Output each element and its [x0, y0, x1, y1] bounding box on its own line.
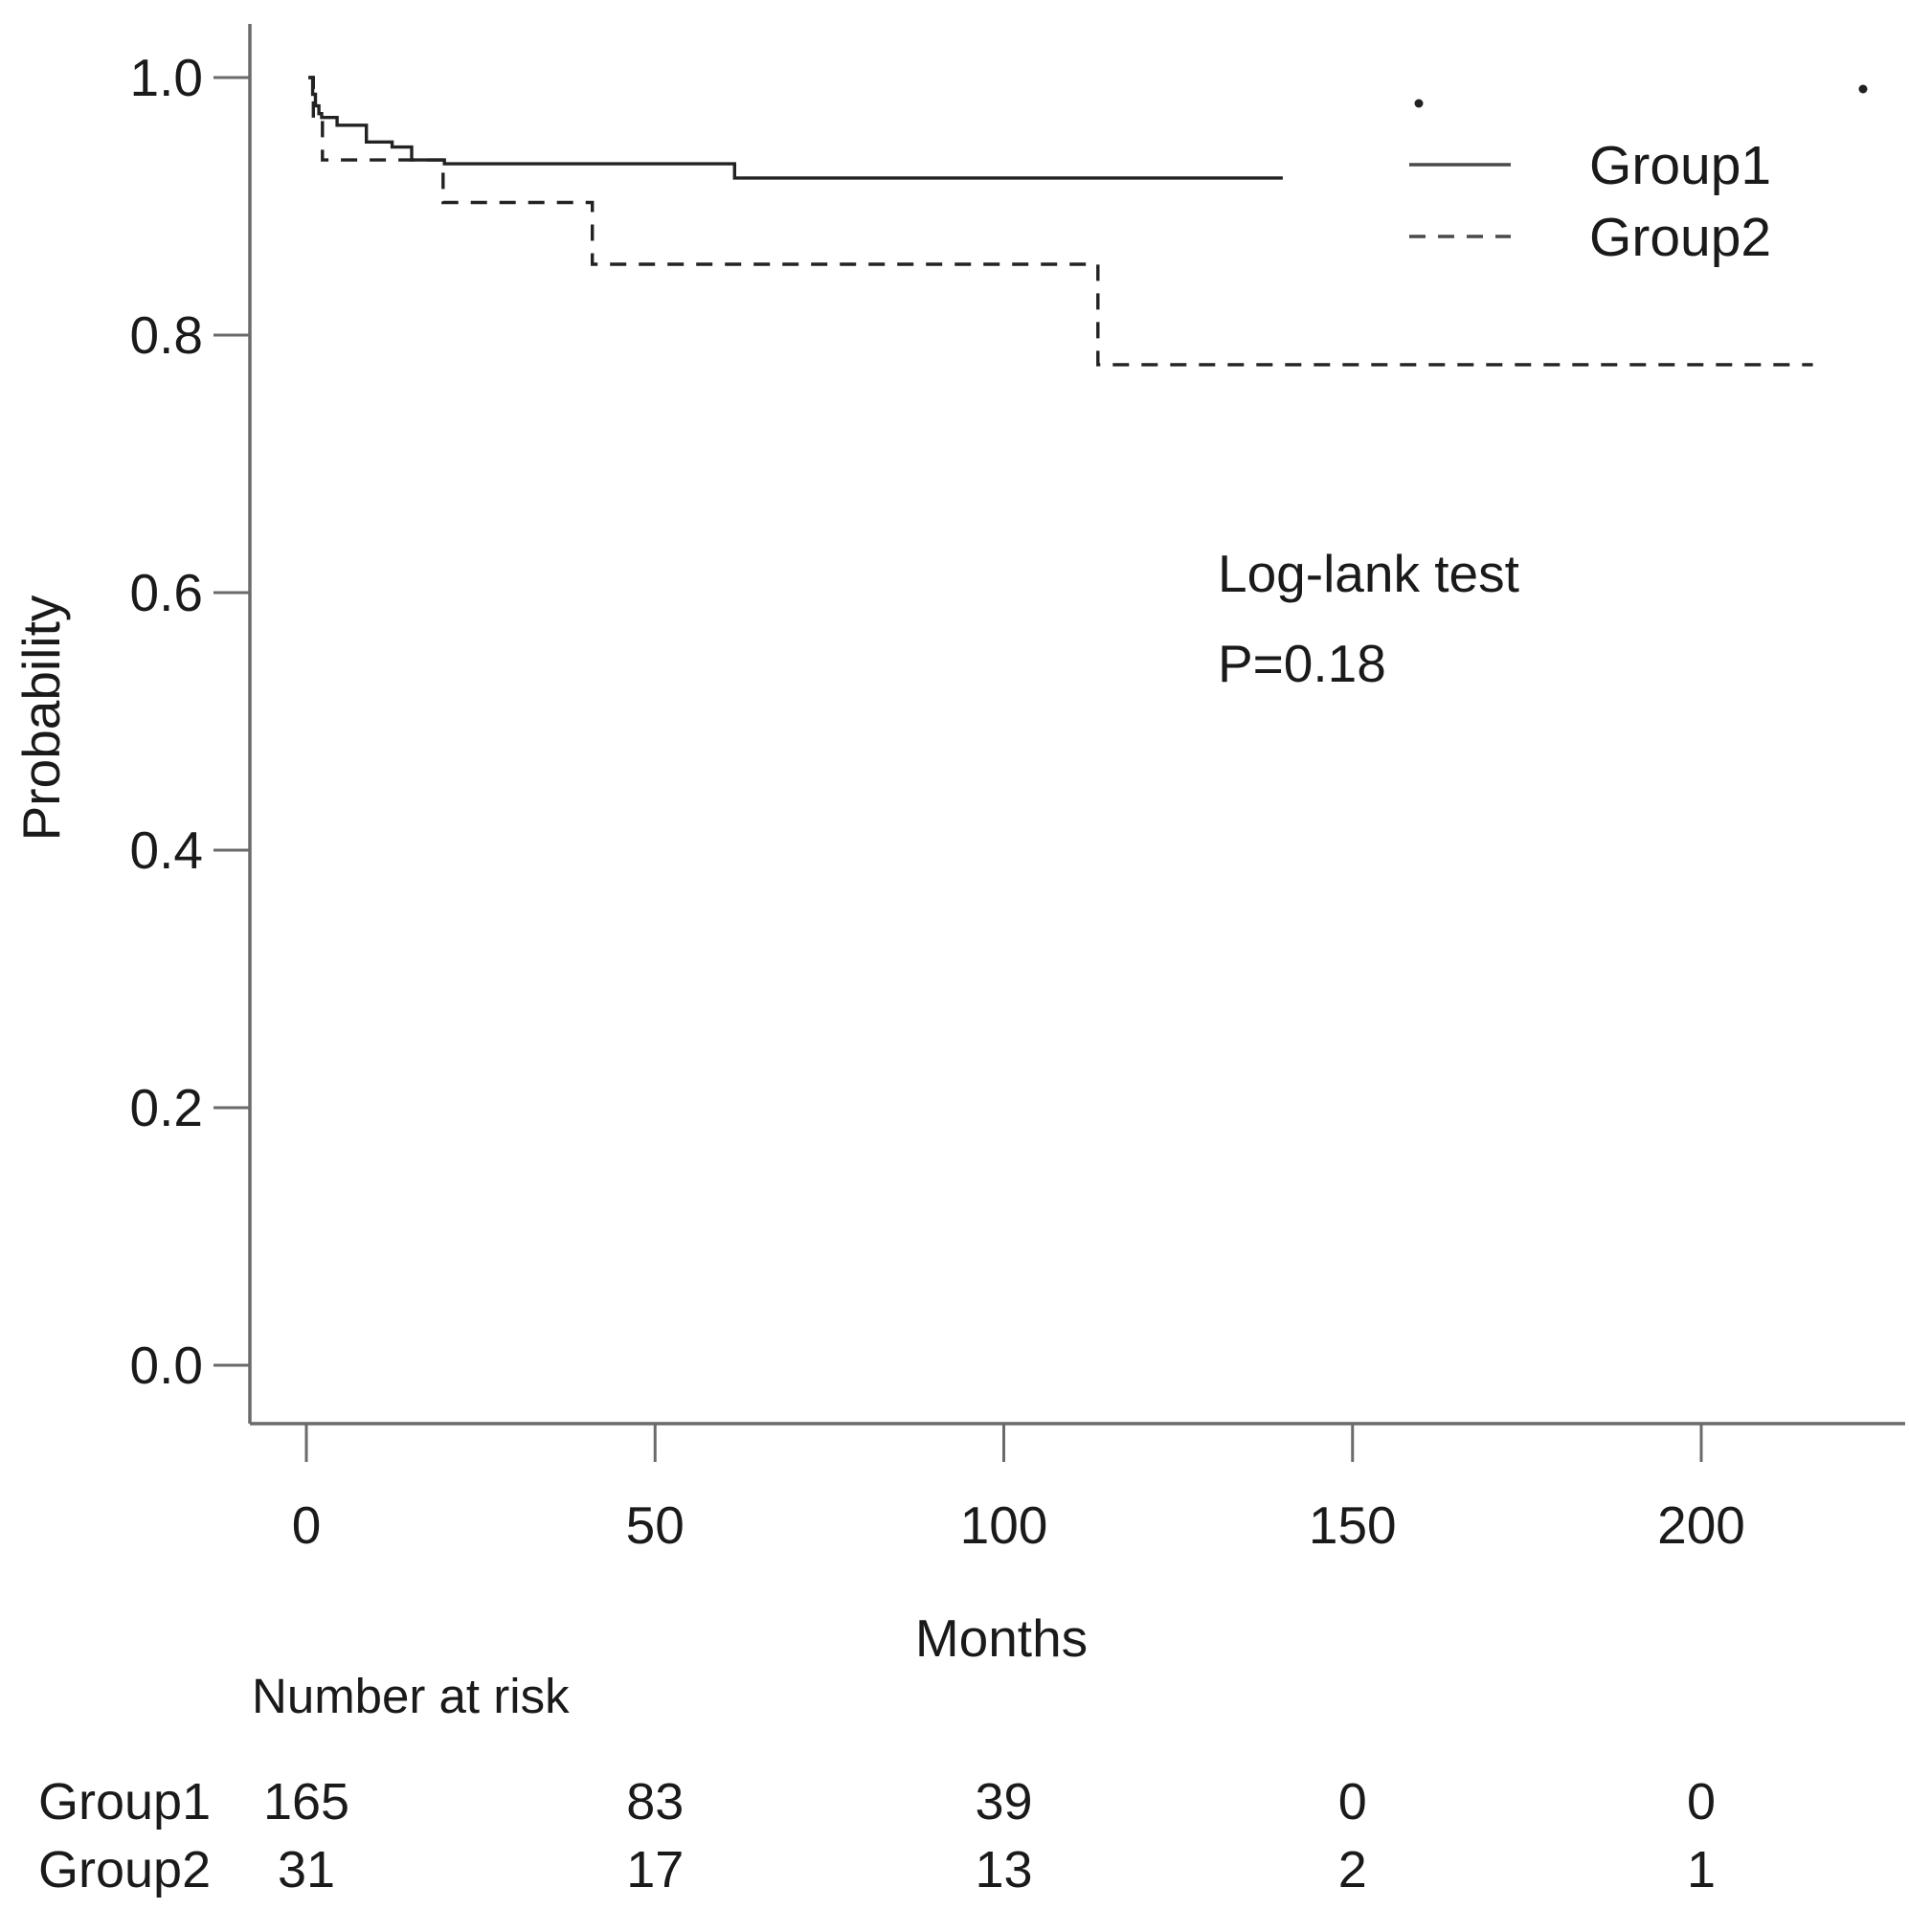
stray-marks-layer: [1414, 84, 1868, 108]
risk-value-group1-t200: 0: [1687, 1773, 1716, 1831]
stray-dot: [1414, 99, 1424, 108]
risk-value-group2-t0: 31: [278, 1841, 335, 1898]
risk-value-group2-t200: 1: [1687, 1841, 1716, 1898]
x-tick-label: 100: [960, 1495, 1048, 1555]
x-tick-label: 0: [292, 1495, 322, 1555]
y-tick-label: 1.0: [130, 48, 203, 107]
y-tick-label: 0.8: [130, 305, 203, 365]
risk-table-layer: Number at risk Group1 165 83 39 0 0 Group2 31 17 1…: [38, 1669, 1716, 1898]
y-tick-label: 0.4: [130, 820, 203, 880]
annotation-p-value: P=0.18: [1218, 634, 1386, 693]
curves-layer: [308, 76, 1813, 367]
stray-dot: [1858, 84, 1868, 94]
x-tick-label: 50: [626, 1495, 685, 1555]
series-group2-curve: [308, 76, 1813, 367]
y-tick-label: 0.0: [130, 1336, 203, 1395]
risk-value-group1-t100: 39: [975, 1773, 1032, 1831]
risk-row-label-group2: Group2: [38, 1841, 211, 1898]
series-group1-curve: [308, 76, 1283, 180]
risk-value-group2-t100: 13: [975, 1841, 1032, 1898]
risk-value-group1-t150: 0: [1338, 1773, 1367, 1831]
y-axis-title: Probability: [11, 595, 71, 841]
risk-value-group1-t0: 165: [263, 1773, 349, 1831]
legend-label-group2: Group2: [1589, 207, 1771, 268]
annotation-test-name: Log-lank test: [1218, 544, 1519, 603]
risk-table-header: Number at risk: [252, 1669, 570, 1723]
x-tick-label: 200: [1657, 1495, 1745, 1555]
axes-layer: 1.0 0.8 0.6 0.4 0.2 0.0 0 50 100 150 200 Months Prob…: [11, 24, 1905, 1668]
legend-label-group1: Group1: [1589, 135, 1771, 196]
risk-row-label-group1: Group1: [38, 1773, 211, 1831]
risk-value-group1-t50: 83: [626, 1773, 684, 1831]
risk-value-group2-t50: 17: [626, 1841, 684, 1898]
legend-layer: Group1 Group2: [1409, 135, 1771, 268]
x-axis-title: Months: [915, 1608, 1088, 1668]
y-tick-label: 0.6: [130, 563, 203, 622]
annotation-layer: Log-lank test P=0.18: [1218, 544, 1519, 693]
x-tick-label: 150: [1309, 1495, 1397, 1555]
y-tick-label: 0.2: [130, 1078, 203, 1137]
risk-value-group2-t150: 2: [1338, 1841, 1367, 1898]
